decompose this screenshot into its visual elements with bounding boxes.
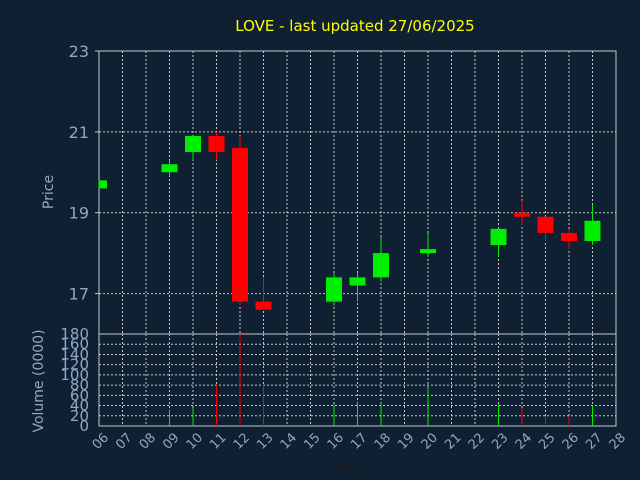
price-panel: 17 19 21 23 Price xyxy=(41,42,617,335)
candles xyxy=(98,131,601,310)
volume-tick-label: 100 xyxy=(60,366,89,384)
volume-tick-label: 120 xyxy=(60,356,89,374)
volume-tick-label: 80 xyxy=(70,376,89,394)
price-tick-label: 21 xyxy=(69,123,89,142)
candle-body xyxy=(326,277,342,302)
candle xyxy=(185,135,201,161)
x-ticks: 06 07 08 09 10 11 12 13 14 15 16 17 18 19 20 21 22 23 24 25… xyxy=(90,430,629,452)
x-axis-label: Day xyxy=(333,459,361,475)
candle xyxy=(161,160,178,177)
candle-body xyxy=(514,212,530,217)
candle xyxy=(326,273,342,306)
candle-body xyxy=(584,220,601,242)
volume-tick-label: 20 xyxy=(70,407,89,425)
candle-body xyxy=(99,180,107,189)
candle-body xyxy=(185,135,201,153)
candle-body xyxy=(420,249,436,254)
price-tick-label: 23 xyxy=(69,42,89,61)
volume-tick-label: 60 xyxy=(70,386,89,404)
chart-title: LOVE - last updated 27/06/2025 xyxy=(235,17,474,35)
candle xyxy=(561,228,577,250)
candle xyxy=(373,236,389,282)
candle-body xyxy=(349,277,366,286)
candle xyxy=(514,200,530,225)
candle-body xyxy=(255,301,272,310)
candle-body xyxy=(373,253,389,278)
candle-body xyxy=(232,148,248,302)
candle xyxy=(255,277,272,310)
candle xyxy=(232,135,248,306)
candle xyxy=(584,204,601,246)
price-y-axis-label: Price xyxy=(41,175,57,209)
candle xyxy=(98,180,107,189)
volume-tick-label: 160 xyxy=(60,335,89,353)
candle xyxy=(537,216,554,242)
candle xyxy=(208,131,225,161)
volume-y-axis-label: Volume (0000) xyxy=(31,329,47,432)
candle-body xyxy=(561,232,577,242)
candle-body xyxy=(490,228,507,246)
candle xyxy=(490,228,507,258)
candle xyxy=(420,232,436,258)
price-y-ticks: 17 19 21 23 xyxy=(69,42,99,304)
volume-tick-label: 0 xyxy=(79,417,89,435)
candle-body xyxy=(161,164,178,173)
volume-tick-label: 180 xyxy=(60,325,89,343)
candle-body xyxy=(208,135,225,153)
price-tick-label: 17 xyxy=(69,285,89,304)
candle xyxy=(349,273,366,302)
volume-bars xyxy=(169,334,593,426)
price-tick-label: 19 xyxy=(69,204,89,223)
volume-tick-label: 40 xyxy=(70,397,89,415)
volume-tick-label: 140 xyxy=(60,345,89,363)
candle-body xyxy=(537,216,554,233)
